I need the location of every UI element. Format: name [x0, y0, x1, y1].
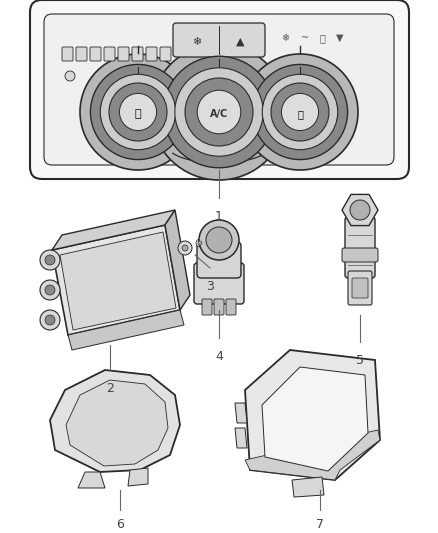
- Text: 1: 1: [215, 210, 223, 223]
- Circle shape: [120, 93, 156, 131]
- FancyBboxPatch shape: [197, 242, 241, 278]
- Text: ▲: ▲: [236, 37, 244, 47]
- Circle shape: [206, 227, 232, 253]
- Text: 🚗: 🚗: [135, 109, 141, 119]
- Circle shape: [40, 310, 60, 330]
- Circle shape: [90, 64, 186, 159]
- Circle shape: [288, 126, 296, 134]
- Circle shape: [151, 44, 287, 180]
- FancyBboxPatch shape: [146, 47, 157, 61]
- Circle shape: [197, 90, 241, 134]
- Polygon shape: [52, 225, 180, 335]
- Text: 7: 7: [316, 518, 324, 531]
- FancyBboxPatch shape: [90, 47, 101, 61]
- FancyBboxPatch shape: [352, 278, 368, 298]
- FancyBboxPatch shape: [173, 23, 265, 57]
- Circle shape: [40, 250, 60, 270]
- FancyBboxPatch shape: [132, 47, 143, 61]
- Polygon shape: [128, 468, 148, 486]
- Circle shape: [196, 239, 204, 247]
- Text: 🌬: 🌬: [319, 33, 325, 43]
- Text: ❄: ❄: [192, 37, 201, 47]
- FancyBboxPatch shape: [348, 271, 372, 305]
- FancyBboxPatch shape: [345, 217, 375, 278]
- Polygon shape: [292, 477, 324, 497]
- Text: A/C: A/C: [210, 109, 228, 119]
- FancyBboxPatch shape: [104, 47, 115, 61]
- Circle shape: [109, 83, 167, 141]
- Polygon shape: [245, 350, 380, 480]
- Circle shape: [163, 56, 275, 168]
- Circle shape: [185, 78, 253, 146]
- Text: ~: ~: [301, 33, 309, 43]
- Circle shape: [178, 241, 192, 255]
- Circle shape: [100, 74, 176, 150]
- Polygon shape: [245, 430, 380, 480]
- Polygon shape: [60, 232, 176, 330]
- Circle shape: [199, 220, 239, 260]
- FancyBboxPatch shape: [76, 47, 87, 61]
- Circle shape: [252, 126, 260, 134]
- Text: 4: 4: [215, 350, 223, 363]
- Circle shape: [45, 255, 55, 265]
- Polygon shape: [78, 472, 105, 488]
- Circle shape: [262, 74, 338, 150]
- Circle shape: [80, 54, 196, 170]
- Polygon shape: [50, 370, 180, 472]
- Polygon shape: [342, 195, 378, 225]
- FancyBboxPatch shape: [30, 0, 409, 179]
- Circle shape: [175, 68, 263, 156]
- Text: 🔲: 🔲: [297, 109, 303, 119]
- FancyBboxPatch shape: [194, 263, 244, 304]
- Circle shape: [350, 200, 370, 220]
- Polygon shape: [235, 428, 247, 448]
- Text: 6: 6: [116, 518, 124, 531]
- Circle shape: [242, 54, 358, 170]
- Text: ❄: ❄: [281, 33, 289, 43]
- Circle shape: [252, 64, 348, 159]
- FancyBboxPatch shape: [214, 299, 224, 315]
- Polygon shape: [165, 210, 190, 310]
- FancyBboxPatch shape: [62, 47, 73, 61]
- Polygon shape: [262, 367, 368, 471]
- Circle shape: [282, 93, 318, 131]
- Circle shape: [270, 126, 278, 134]
- FancyBboxPatch shape: [342, 248, 378, 262]
- Circle shape: [65, 71, 75, 81]
- Polygon shape: [68, 310, 184, 350]
- Circle shape: [45, 315, 55, 325]
- Circle shape: [306, 126, 314, 134]
- Polygon shape: [52, 210, 175, 250]
- Circle shape: [40, 280, 60, 300]
- FancyBboxPatch shape: [160, 47, 171, 61]
- FancyBboxPatch shape: [118, 47, 129, 61]
- FancyBboxPatch shape: [202, 299, 212, 315]
- Circle shape: [198, 241, 202, 245]
- FancyBboxPatch shape: [226, 299, 236, 315]
- Text: 5: 5: [356, 354, 364, 367]
- Text: 3: 3: [206, 280, 214, 293]
- Circle shape: [45, 285, 55, 295]
- Polygon shape: [66, 380, 168, 466]
- Polygon shape: [235, 403, 247, 423]
- FancyBboxPatch shape: [44, 14, 394, 165]
- Circle shape: [182, 245, 188, 251]
- Text: 2: 2: [106, 382, 114, 395]
- Text: ▼: ▼: [336, 33, 344, 43]
- Circle shape: [271, 83, 329, 141]
